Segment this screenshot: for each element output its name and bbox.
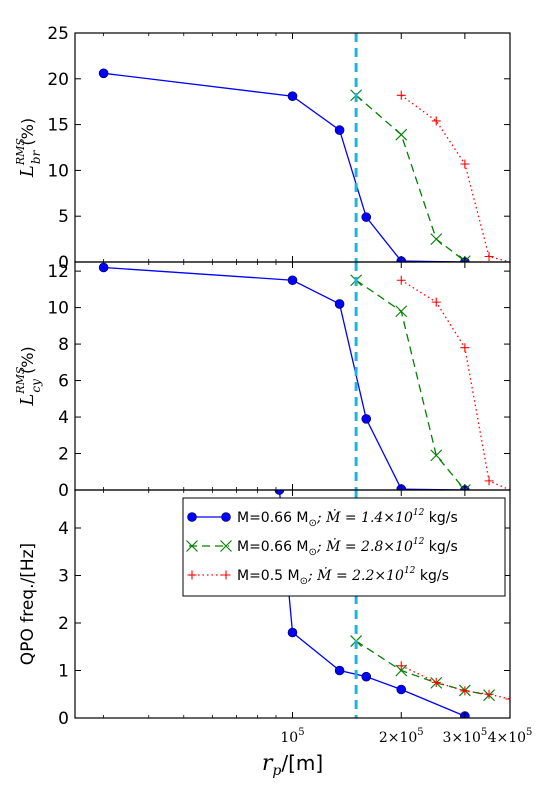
data-point xyxy=(287,627,298,638)
data-point xyxy=(395,128,408,141)
legend-marker xyxy=(187,512,197,522)
plot-area xyxy=(98,68,510,262)
x-axis-label: rp/[m] xyxy=(262,751,323,779)
y-axis-label: QPO freq./[Hz] xyxy=(18,543,38,665)
data-point xyxy=(396,684,407,695)
data-point xyxy=(484,476,494,486)
y-tick-label: 12 xyxy=(47,262,69,282)
data-point xyxy=(396,661,406,671)
y-tick-label: 4 xyxy=(58,408,69,428)
series-line xyxy=(400,94,510,262)
legend-box xyxy=(182,497,506,597)
y-tick-label: 0 xyxy=(58,253,69,273)
data-point xyxy=(458,484,471,490)
panel-lcy: 0 2 4 6 8 10 12 LRMS cy (%) xyxy=(14,261,511,501)
y-tick-label: 4 xyxy=(58,519,69,539)
series-0 xyxy=(98,68,470,262)
series-line xyxy=(103,266,465,490)
data-point xyxy=(334,299,345,309)
series-1 xyxy=(350,274,471,490)
y-tick-label: 1 xyxy=(58,662,69,682)
y-axis-label: LRMS cy (%) xyxy=(14,346,43,406)
axes-frame xyxy=(74,32,511,263)
series-0 xyxy=(98,262,470,490)
data-point xyxy=(431,116,441,126)
y-tick-label: 20 xyxy=(47,70,69,90)
legend-entry-2: M=0.5 M⊙; Ṁ = 2.2×1012 kg/s xyxy=(187,566,449,587)
x-tick-label: 4×105 xyxy=(488,727,533,746)
legend-entry-1: M=0.66 M⊙; Ṁ = 2.8×1012 kg/s xyxy=(186,537,458,558)
axes-frame xyxy=(74,261,511,491)
y-tick-label: 2 xyxy=(58,614,69,634)
legend-label: M=0.66 M⊙; Ṁ = 1.4×1012 kg/s xyxy=(237,508,458,529)
y-tick-label: 0 xyxy=(58,481,69,501)
y-tick-label: 15 xyxy=(47,116,69,136)
y-tick-label: 2 xyxy=(58,445,69,465)
x-tick-label: 105 xyxy=(280,727,304,746)
panel-lbr: 0 5 10 15 20 25 LRMS br (%) xyxy=(14,24,511,273)
data-point xyxy=(287,275,298,286)
data-point xyxy=(361,414,372,424)
x-tick-label: 2×105 xyxy=(379,727,424,746)
series-line xyxy=(355,640,490,696)
data-point xyxy=(274,490,285,495)
plot-area xyxy=(98,262,510,490)
plot-area xyxy=(274,490,510,718)
data-point xyxy=(361,212,372,222)
series-2 xyxy=(396,90,510,262)
series-line xyxy=(278,490,466,717)
y-tick-label: 25 xyxy=(47,24,69,44)
series-2 xyxy=(396,275,510,490)
data-point xyxy=(460,159,470,169)
legend-marker xyxy=(220,540,232,552)
y-tick-label: 3 xyxy=(58,567,69,587)
data-point xyxy=(430,449,443,462)
data-point xyxy=(334,665,345,676)
legend-marker xyxy=(221,512,231,522)
series-0 xyxy=(274,490,470,718)
legend-label: M=0.66 M⊙; Ṁ = 2.8×1012 kg/s xyxy=(237,537,458,558)
x-axis: 105 2×105 3×105 4×105 rp/[m] xyxy=(262,727,533,779)
data-point xyxy=(430,233,443,245)
y-tick-label: 10 xyxy=(47,161,69,181)
data-point xyxy=(98,68,109,79)
data-point xyxy=(505,694,510,704)
y-tick-label: 10 xyxy=(47,299,69,319)
data-point xyxy=(395,305,408,318)
legend: M=0.66 M⊙; Ṁ = 1.4×1012 kg/s M=0.66 M⊙; Ṁ… xyxy=(182,497,506,597)
data-point xyxy=(484,689,494,699)
series-1 xyxy=(350,89,471,262)
data-point xyxy=(460,686,470,696)
data-point xyxy=(396,275,406,285)
data-point xyxy=(431,677,441,687)
data-point xyxy=(361,671,372,682)
legend-marker xyxy=(187,570,197,580)
data-point xyxy=(460,343,470,353)
series-1 xyxy=(350,635,495,702)
series-2 xyxy=(396,661,510,704)
data-point xyxy=(484,252,494,262)
data-point xyxy=(396,90,406,100)
data-point xyxy=(334,125,345,135)
data-point xyxy=(287,91,298,102)
series-line xyxy=(355,94,466,262)
legend-marker xyxy=(221,570,231,580)
legend-marker xyxy=(186,540,198,552)
y-axis-label: LRMS br (%) xyxy=(14,118,43,178)
y-tick-label: 0 xyxy=(58,709,69,729)
legend-label: M=0.5 M⊙; Ṁ = 2.2×1012 kg/s xyxy=(237,566,449,587)
data-point xyxy=(431,297,441,307)
y-tick-label: 6 xyxy=(58,372,69,392)
series-line xyxy=(400,279,510,490)
series-line xyxy=(355,279,466,490)
y-tick-label: 8 xyxy=(58,335,69,355)
legend-entry-0: M=0.66 M⊙; Ṁ = 1.4×1012 kg/s xyxy=(187,508,458,529)
x-tick-label: 3×105 xyxy=(442,727,487,746)
series-line xyxy=(103,72,465,262)
y-tick-label: 5 xyxy=(58,207,69,227)
data-point xyxy=(395,664,408,677)
series-line xyxy=(400,665,510,700)
